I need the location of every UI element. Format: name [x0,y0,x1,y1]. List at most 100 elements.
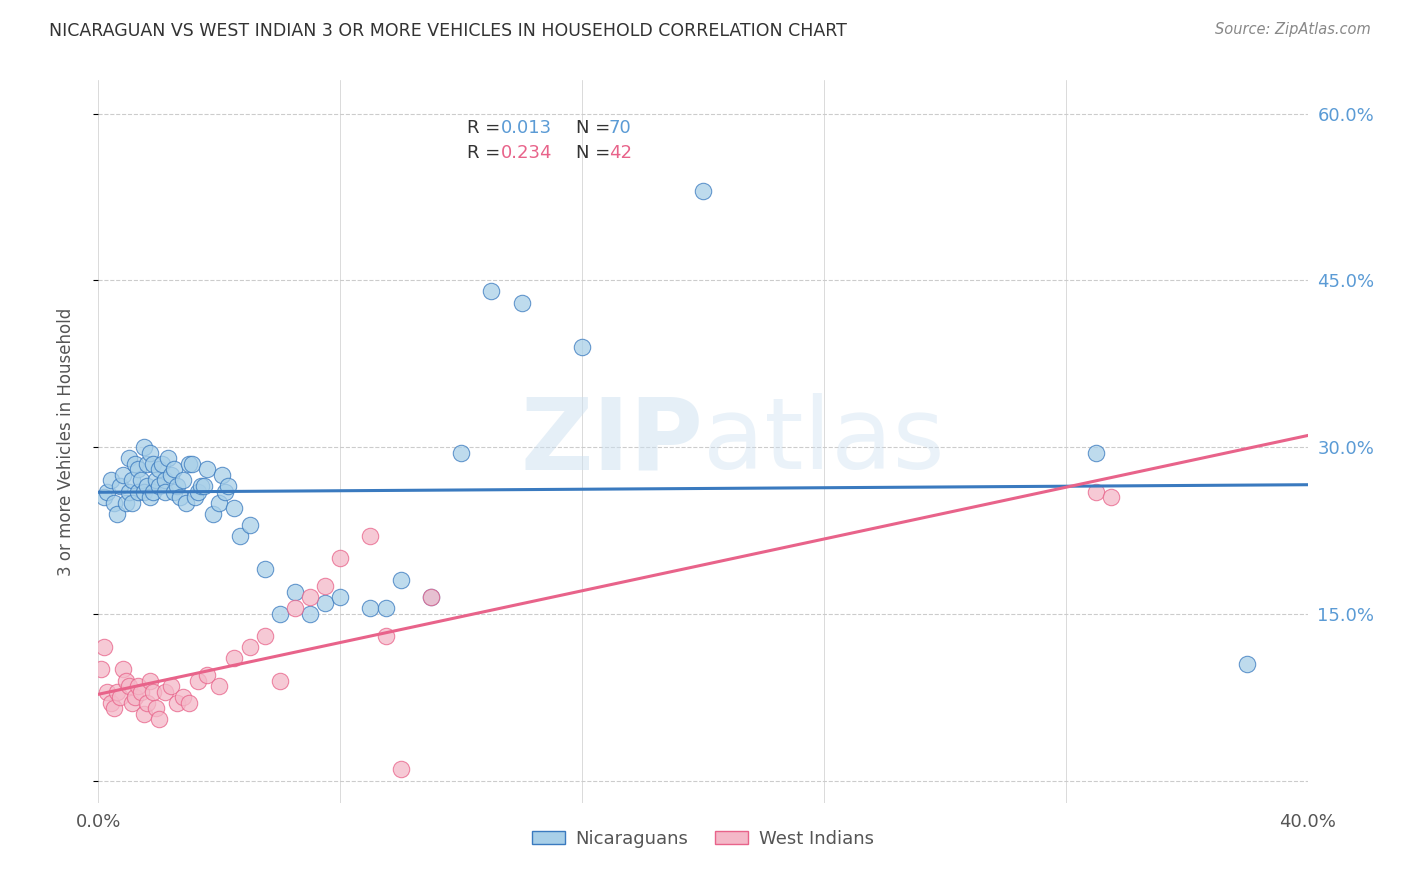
Point [1085,484,1108,499]
Point [420,590,443,604]
Point [148,479,170,493]
Point [142,484,165,499]
Point [450,445,472,459]
Point [179,696,201,710]
Point [224,651,246,665]
Point [93,640,115,655]
Point [139,673,162,688]
Point [118,679,141,693]
Point [111,467,134,482]
Point [127,484,149,499]
Point [181,457,204,471]
Point [208,496,231,510]
Point [692,185,714,199]
Point [172,474,194,488]
Point [314,579,336,593]
Point [389,763,412,777]
Point [100,474,122,488]
Point [481,285,503,299]
Text: 42: 42 [609,144,631,161]
Point [139,490,162,504]
Text: NICARAGUAN VS WEST INDIAN 3 OR MORE VEHICLES IN HOUSEHOLD CORRELATION CHART: NICARAGUAN VS WEST INDIAN 3 OR MORE VEHI… [49,22,846,40]
Point [124,690,146,705]
Point [129,684,152,698]
Point [111,662,134,676]
Point [172,690,194,705]
Point [93,490,115,504]
Point [160,679,183,693]
Point [329,551,352,566]
Point [229,529,252,543]
Point [269,607,291,621]
Point [96,484,118,499]
Point [187,673,209,688]
Point [153,684,176,698]
Point [374,601,396,615]
Point [150,457,173,471]
Point [389,574,412,588]
Point [195,462,218,476]
Text: 0.013: 0.013 [501,119,553,137]
Point [163,484,186,499]
Text: 0.234: 0.234 [501,144,553,161]
Point [100,696,122,710]
Point [129,474,152,488]
Point [108,690,131,705]
Legend: Nicaraguans, West Indians: Nicaraguans, West Indians [524,822,882,855]
Point [127,462,149,476]
Point [329,590,352,604]
Point [208,679,231,693]
Text: ZIP: ZIP [520,393,703,490]
Point [114,673,136,688]
Text: 70: 70 [609,119,631,137]
Point [510,295,533,310]
Point [184,490,207,504]
Point [114,496,136,510]
Point [202,507,225,521]
Point [103,701,125,715]
Point [571,340,593,354]
Point [103,496,125,510]
Point [314,596,336,610]
Point [142,457,165,471]
Point [253,562,276,576]
Point [121,696,143,710]
Point [284,584,307,599]
Point [135,696,157,710]
Point [284,601,307,615]
Point [153,484,176,499]
Point [1085,445,1108,459]
Text: Source: ZipAtlas.com: Source: ZipAtlas.com [1215,22,1371,37]
Point [148,713,170,727]
Text: atlas: atlas [703,393,945,490]
Point [148,462,170,476]
Point [217,479,239,493]
Point [374,629,396,643]
Point [160,467,183,482]
Point [108,479,131,493]
Point [239,517,262,532]
Point [420,590,443,604]
Point [153,474,176,488]
Point [299,607,322,621]
Point [211,467,233,482]
Point [121,474,143,488]
Point [299,590,322,604]
Point [124,457,146,471]
Point [121,496,143,510]
Point [166,696,188,710]
Text: R =: R = [467,144,506,161]
Point [139,445,162,459]
Text: N =: N = [576,144,616,161]
Text: N =: N = [576,119,616,137]
Point [360,601,382,615]
Text: R =: R = [467,119,506,137]
Point [135,479,157,493]
Point [105,507,128,521]
Point [132,706,155,721]
Point [190,479,212,493]
Point [132,440,155,454]
Y-axis label: 3 or more Vehicles in Household: 3 or more Vehicles in Household [56,308,75,575]
Point [253,629,276,643]
Point [156,451,179,466]
